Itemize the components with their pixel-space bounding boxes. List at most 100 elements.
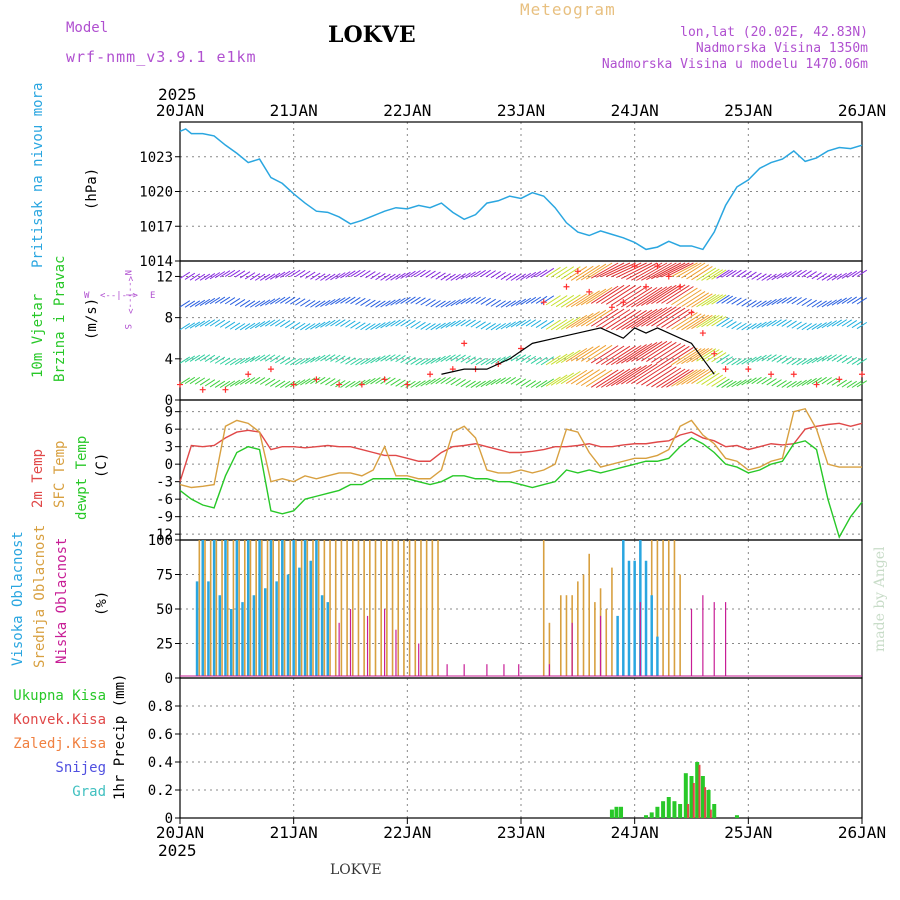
wind-barb: [435, 272, 446, 280]
wind-barb: [505, 321, 517, 329]
bottom-time-tick: 23JAN: [497, 823, 545, 842]
wind-barb: [766, 273, 777, 281]
wind-barb: [280, 380, 291, 388]
wind-barb: [691, 347, 713, 363]
wind-barb: [234, 357, 246, 365]
wind-barb: [631, 307, 663, 329]
wind-barb: [826, 377, 837, 385]
pressure-unit: (hPa): [84, 168, 100, 210]
wind-barb: [736, 322, 747, 330]
model-name: wrf-nmm_v3.9.1 e1km: [66, 48, 257, 66]
wind-barb: [465, 380, 476, 388]
wind-barb: [595, 262, 625, 278]
wind-barb: [801, 323, 812, 331]
y-tick-label: -12: [148, 527, 173, 543]
gust-point: [222, 386, 229, 393]
wind-barb: [636, 364, 668, 385]
wind-barb: [580, 263, 607, 281]
wind-barb: [766, 298, 777, 307]
wind-barb: [249, 322, 261, 330]
wind-barb: [741, 323, 752, 331]
wind-barb: [495, 356, 506, 364]
wind-barb: [189, 354, 201, 362]
wind-barb: [475, 380, 486, 388]
wind-barb: [375, 322, 386, 330]
wind-barb: [550, 374, 568, 386]
wind-barb: [300, 378, 311, 386]
wind-barb: [390, 298, 401, 306]
wind-barb: [234, 378, 246, 386]
wind-barb: [275, 356, 286, 364]
wind-barb: [385, 354, 396, 362]
wind-barb: [460, 379, 471, 388]
wind-barb: [741, 270, 752, 278]
wind-barb: [646, 366, 677, 387]
wind-barb: [651, 367, 682, 388]
wind-barb: [540, 267, 555, 277]
wind-barb: [575, 369, 600, 386]
wind-barb: [811, 300, 822, 308]
gust-point: [563, 283, 570, 290]
wind-barb: [450, 299, 461, 307]
wind-barb: [636, 307, 668, 328]
top-year: 2025: [158, 85, 197, 104]
dewpt-axis-title: dewpt Temp: [74, 436, 90, 520]
wind-barb: [430, 356, 441, 364]
top-time-tick: 23JAN: [497, 101, 545, 120]
wind-barb: [295, 379, 306, 387]
wind-barb: [816, 322, 827, 330]
wind-barb: [425, 299, 436, 307]
wind-barb: [400, 271, 411, 279]
wind-barb: [395, 355, 406, 363]
wind-barb: [520, 354, 532, 363]
wind-barb: [821, 377, 832, 385]
wind-barb: [641, 306, 673, 327]
wind-barb: [209, 272, 221, 280]
wind-barb: [530, 296, 542, 304]
wind-barb: [656, 262, 686, 279]
wind-barb: [395, 319, 406, 327]
y-tick-label: 1023: [139, 150, 173, 166]
wind-barb: [766, 319, 777, 327]
wind-barb: [500, 376, 512, 385]
wind-barb: [565, 266, 588, 281]
wind-barb: [440, 321, 451, 329]
wind-barb: [234, 298, 246, 307]
wind-barb: [365, 323, 376, 331]
wind-barb: [340, 296, 351, 304]
total-rain-bar: [666, 797, 671, 818]
wind-barb: [320, 299, 331, 307]
wind-barb: [666, 262, 694, 277]
wind-barb: [851, 270, 863, 278]
wind-barb: [696, 314, 717, 329]
wind-barb: [500, 355, 512, 363]
wind-barb: [641, 341, 673, 362]
wind-barb: [721, 269, 734, 278]
wind-barb: [395, 272, 406, 280]
wind-barb: [545, 376, 561, 387]
wind-barb: [801, 298, 812, 307]
wind-barb: [460, 272, 471, 280]
wind-barb: [420, 358, 431, 366]
wind-barb: [555, 372, 575, 385]
wind-barb: [249, 300, 261, 308]
y-tick-label: 3: [165, 440, 173, 456]
wind-barb: [691, 266, 713, 281]
wind-barb: [450, 354, 461, 362]
wind-barb: [290, 297, 301, 305]
wind-barb: [254, 377, 266, 385]
wind-barb: [786, 357, 797, 365]
wind-barb: [430, 300, 441, 308]
wind-barb: [726, 296, 737, 304]
wind-barb: [450, 319, 461, 328]
gust-point: [631, 263, 638, 270]
wind-barb: [264, 298, 276, 306]
gust-point: [665, 273, 672, 280]
wind-barb: [656, 307, 686, 327]
wind-barb: [636, 262, 668, 281]
wind-barb: [455, 298, 466, 306]
wind-barb: [741, 299, 752, 307]
total-rain-bar: [695, 762, 700, 818]
wind-barb: [470, 296, 481, 304]
wind-barb: [661, 345, 690, 365]
